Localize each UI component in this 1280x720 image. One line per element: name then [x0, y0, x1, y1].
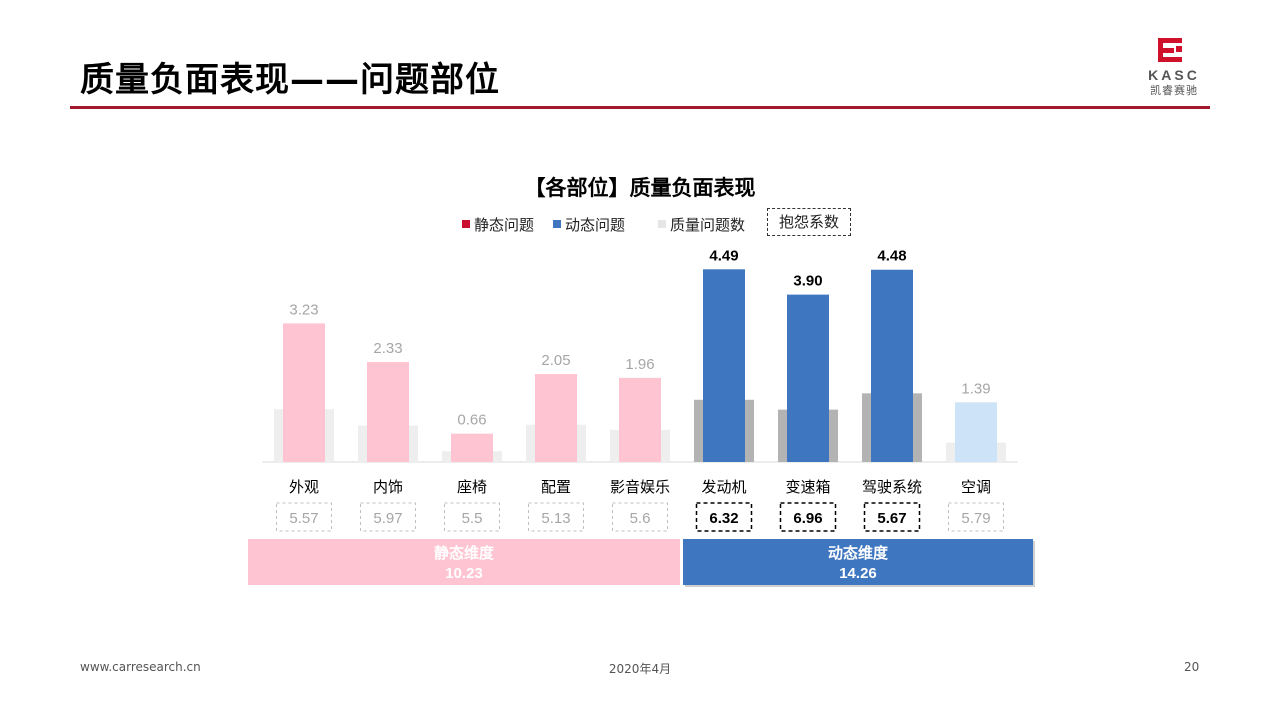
value-bar	[871, 269, 913, 462]
dimension-band	[248, 539, 680, 585]
category-label: 空调	[961, 478, 991, 496]
coef-box	[276, 502, 332, 532]
legend-static-label: 静态问题	[474, 216, 535, 234]
value-bar	[535, 374, 577, 462]
footer-date: 2020年4月	[608, 662, 672, 676]
coef-box	[612, 502, 668, 532]
legend-dynamic-label: 动态问题	[565, 216, 626, 234]
category-label: 内饰	[373, 478, 403, 496]
coef-value: 5.67	[877, 510, 906, 527]
value-bar	[787, 294, 829, 462]
legend-count-label: 质量问题数	[670, 216, 746, 234]
data-label: 1.96	[625, 356, 654, 373]
coef-value: 5.79	[961, 510, 990, 527]
chart-title: 【各部位】质量负面表现	[524, 176, 756, 200]
category-label: 外观	[289, 478, 319, 496]
category-label: 座椅	[457, 478, 487, 496]
category-label: 驾驶系统	[862, 478, 922, 496]
category-label: 影音娱乐	[610, 478, 670, 496]
legend-dynamic: 动态问题	[553, 214, 625, 235]
coef-box	[528, 502, 584, 532]
dimension-band	[683, 539, 1033, 585]
coef-box	[360, 502, 416, 532]
dimension-value: 10.23	[445, 565, 483, 582]
data-label: 3.90	[793, 273, 822, 290]
data-label: 2.05	[541, 352, 570, 369]
footer-url[interactable]: www.carresearch.cn	[80, 660, 201, 674]
legend-count: 质量问题数	[658, 214, 745, 235]
dimension-label: 静态维度	[434, 544, 495, 562]
value-bar	[955, 402, 997, 462]
title-divider	[70, 106, 1210, 109]
data-label: 3.23	[289, 301, 318, 318]
category-label: 配置	[541, 478, 571, 496]
logo-text-cn: 凯睿赛驰	[1150, 84, 1198, 97]
value-bar	[283, 323, 325, 462]
dimension-value: 14.26	[839, 565, 877, 582]
value-bar	[451, 433, 493, 462]
page-title: 质量负面表现——问题部位	[80, 60, 500, 100]
legend-dynamic-swatch	[553, 220, 561, 228]
coef-box	[948, 502, 1004, 532]
coef-value: 6.32	[709, 510, 738, 527]
coef-value: 6.96	[793, 510, 822, 527]
coef-box	[444, 502, 500, 532]
data-label: 1.39	[961, 380, 990, 397]
legend-count-swatch	[658, 220, 666, 228]
coef-value: 5.57	[289, 510, 318, 527]
dimension-label: 动态维度	[828, 544, 889, 562]
legend-coef: 抱怨系数	[767, 208, 851, 236]
legend-static-swatch	[462, 220, 470, 228]
category-label: 发动机	[701, 478, 746, 496]
data-label: 4.48	[877, 248, 906, 265]
coef-value: 5.13	[541, 510, 570, 527]
legend-static: 静态问题	[462, 214, 534, 235]
data-label: 4.49	[709, 247, 738, 264]
coef-value: 5.5	[462, 510, 483, 527]
data-label: 0.66	[457, 412, 486, 429]
data-label: 2.33	[373, 340, 402, 357]
coef-value: 5.97	[373, 510, 402, 527]
coef-value: 5.6	[630, 510, 651, 527]
logo-text-en: KASC	[1148, 67, 1200, 83]
value-bar	[619, 377, 661, 462]
category-label: 变速箱	[785, 478, 830, 496]
value-bar	[703, 269, 745, 462]
kasc-logo	[1158, 38, 1182, 62]
value-bar	[367, 362, 409, 462]
page-number: 20	[1184, 660, 1200, 674]
